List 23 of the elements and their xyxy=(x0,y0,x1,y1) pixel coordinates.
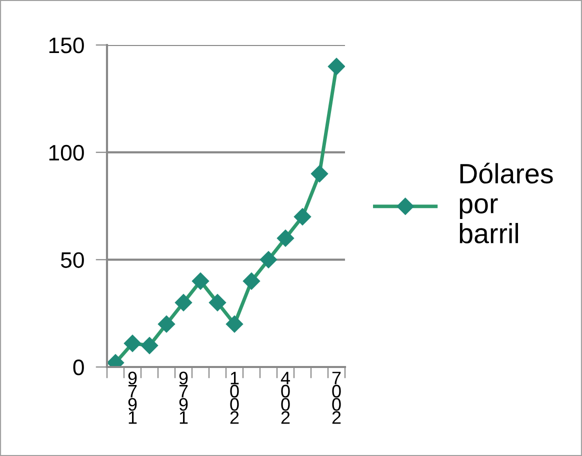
x-tick-label: 9791 xyxy=(128,372,137,424)
point xyxy=(124,334,142,352)
x-tick-label: 7002 xyxy=(332,372,341,424)
point xyxy=(294,208,312,226)
point xyxy=(158,316,176,333)
x-tick-label: 4002 xyxy=(280,372,290,424)
point xyxy=(192,272,210,290)
x-tick-label: 9791 xyxy=(179,372,188,424)
point xyxy=(242,272,260,290)
point xyxy=(208,294,226,312)
y-tick-label: 0 xyxy=(73,360,84,376)
legend-label: Dólares por barril xyxy=(460,162,553,244)
point xyxy=(226,316,244,333)
point xyxy=(328,58,345,76)
point xyxy=(310,165,328,182)
y-tick-label: 150 xyxy=(49,38,84,54)
point xyxy=(174,294,192,312)
point xyxy=(260,251,278,268)
point xyxy=(140,336,158,354)
y-tick-label: 50 xyxy=(60,252,84,268)
y-tick-label: 100 xyxy=(49,144,84,161)
point xyxy=(276,230,294,247)
x-tick-label: 1002 xyxy=(230,372,239,424)
